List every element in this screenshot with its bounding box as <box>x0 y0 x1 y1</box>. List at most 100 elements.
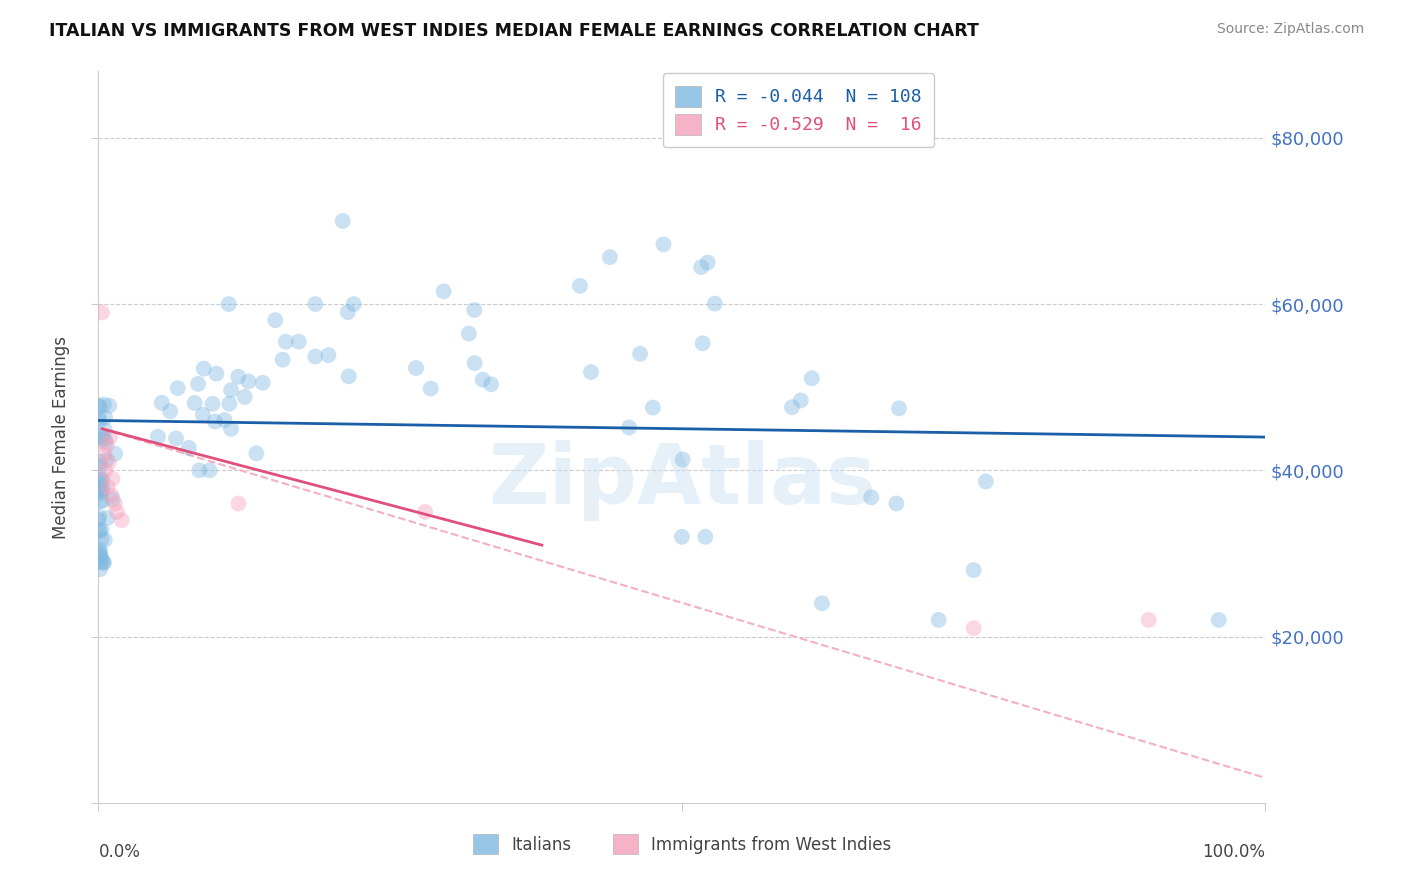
Point <box>91 431 114 445</box>
Point <box>337 369 360 384</box>
Point <box>228 497 250 511</box>
Point <box>97 455 120 469</box>
Point <box>111 513 134 527</box>
Y-axis label: Median Female Earnings: Median Female Earnings <box>52 335 70 539</box>
Point <box>89 547 111 561</box>
Point <box>87 399 110 413</box>
Point <box>641 401 664 415</box>
Point <box>1137 613 1160 627</box>
Point <box>479 377 502 392</box>
Point <box>89 414 111 428</box>
Point <box>962 563 984 577</box>
Point <box>198 463 221 477</box>
Point <box>89 548 111 562</box>
Point <box>89 400 111 414</box>
Point <box>464 356 486 370</box>
Point <box>271 352 294 367</box>
Point <box>343 297 366 311</box>
Point <box>89 546 111 560</box>
Point <box>87 410 110 425</box>
Point <box>218 397 240 411</box>
Point <box>332 214 354 228</box>
Point <box>93 556 115 570</box>
Point <box>811 596 834 610</box>
Point <box>318 348 340 362</box>
Point <box>245 446 267 460</box>
Point <box>89 494 111 508</box>
Point <box>886 496 908 510</box>
Point <box>96 453 118 467</box>
Point <box>690 260 713 274</box>
Point <box>105 505 128 519</box>
Point <box>89 454 111 468</box>
Point <box>177 441 200 455</box>
Point <box>93 423 115 437</box>
Point <box>696 255 718 269</box>
Point <box>219 383 242 397</box>
Point <box>671 530 693 544</box>
Point <box>87 524 110 538</box>
Point <box>887 401 910 416</box>
Point <box>599 250 621 264</box>
Point <box>146 430 169 444</box>
Point <box>204 415 226 429</box>
Point <box>233 390 256 404</box>
Point <box>218 297 240 311</box>
Point <box>304 350 326 364</box>
Legend: Italians, Immigrants from West Indies: Italians, Immigrants from West Indies <box>465 828 898 860</box>
Point <box>96 511 118 525</box>
Point <box>264 313 287 327</box>
Point <box>89 476 111 491</box>
Point <box>87 513 110 527</box>
Point <box>628 347 651 361</box>
Point <box>90 555 112 569</box>
Point <box>101 472 124 486</box>
Point <box>579 365 602 379</box>
Point <box>93 447 115 461</box>
Point <box>201 397 224 411</box>
Point <box>703 296 725 310</box>
Point <box>89 458 111 473</box>
Point <box>94 410 117 425</box>
Point <box>962 621 984 635</box>
Point <box>90 523 112 537</box>
Point <box>183 396 205 410</box>
Point <box>672 452 695 467</box>
Point <box>433 285 456 299</box>
Point <box>1208 613 1230 627</box>
Point <box>101 492 124 507</box>
Point <box>98 430 121 444</box>
Point <box>87 509 110 524</box>
Text: Source: ZipAtlas.com: Source: ZipAtlas.com <box>1216 22 1364 37</box>
Point <box>159 404 181 418</box>
Point <box>100 488 122 502</box>
Point <box>860 491 883 505</box>
Point <box>89 562 111 576</box>
Point <box>96 438 118 452</box>
Point <box>790 393 813 408</box>
Point <box>187 376 209 391</box>
Point <box>91 483 114 497</box>
Point <box>457 326 479 341</box>
Point <box>413 505 436 519</box>
Point <box>692 336 714 351</box>
Point <box>93 533 115 547</box>
Point <box>191 408 214 422</box>
Point <box>974 475 997 489</box>
Point <box>287 334 309 349</box>
Point <box>568 278 591 293</box>
Point <box>104 497 127 511</box>
Point <box>94 435 117 450</box>
Point <box>617 420 640 434</box>
Point <box>219 422 242 436</box>
Point <box>336 305 359 319</box>
Point <box>471 373 494 387</box>
Point <box>93 555 115 569</box>
Point <box>104 447 127 461</box>
Point <box>274 334 297 349</box>
Point <box>166 381 188 395</box>
Point <box>94 432 117 446</box>
Point <box>419 382 441 396</box>
Point <box>87 467 110 482</box>
Text: ITALIAN VS IMMIGRANTS FROM WEST INDIES MEDIAN FEMALE EARNINGS CORRELATION CHART: ITALIAN VS IMMIGRANTS FROM WEST INDIES M… <box>49 22 979 40</box>
